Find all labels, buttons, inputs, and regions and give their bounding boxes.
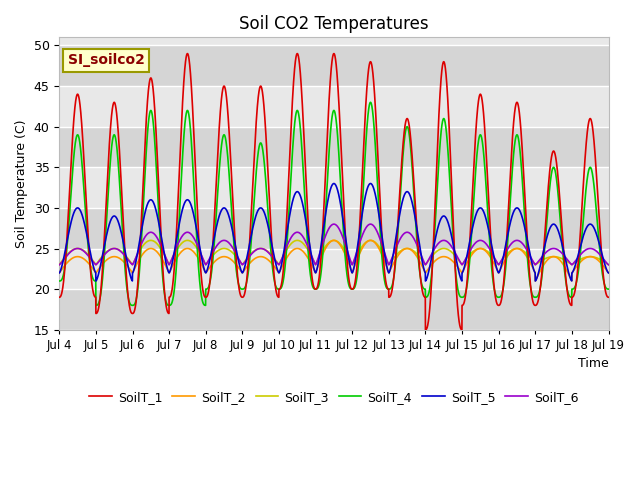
SoilT_5	[92, 278, 100, 284]
SoilT_5	[605, 270, 612, 276]
SoilT_3	[240, 260, 248, 265]
Bar	[60, 208, 609, 249]
SoilT_6	[114, 246, 122, 252]
Title: Soil CO2 Temperatures: Soil CO2 Temperatures	[239, 15, 429, 33]
SoilT_4	[114, 153, 122, 159]
SoilT_5	[114, 217, 122, 223]
SoilT_1	[240, 293, 248, 299]
Bar	[60, 249, 609, 289]
SoilT_3	[147, 238, 155, 243]
SoilT_2	[480, 247, 488, 252]
SoilT_6	[605, 262, 612, 268]
SoilT_4	[92, 302, 100, 308]
Line: SoilT_2: SoilT_2	[60, 240, 609, 281]
SoilT_6	[480, 239, 488, 245]
SoilT_4	[56, 278, 63, 284]
SoilT_4	[122, 273, 129, 279]
Y-axis label: Soil Temperature (C): Soil Temperature (C)	[15, 119, 28, 248]
Bar	[60, 127, 609, 168]
SoilT_2	[321, 248, 328, 254]
SoilT_3	[56, 262, 63, 268]
SoilT_5	[56, 270, 63, 276]
SoilT_5	[330, 180, 338, 186]
Legend: SoilT_1, SoilT_2, SoilT_3, SoilT_4, SoilT_5, SoilT_6: SoilT_1, SoilT_2, SoilT_3, SoilT_4, Soil…	[84, 385, 584, 408]
SoilT_4	[321, 229, 328, 235]
SoilT_1	[184, 51, 191, 57]
SoilT_2	[122, 261, 129, 266]
SoilT_5	[321, 219, 328, 225]
SoilT_6	[436, 239, 444, 245]
Line: SoilT_1: SoilT_1	[60, 54, 609, 330]
SoilT_2	[436, 254, 444, 260]
SoilT_1	[605, 294, 612, 300]
SoilT_1	[114, 120, 122, 126]
SoilT_4	[367, 99, 374, 105]
Text: SI_soilco2: SI_soilco2	[67, 53, 145, 67]
SoilT_5	[240, 267, 248, 273]
SoilT_2	[605, 270, 612, 276]
Line: SoilT_5: SoilT_5	[60, 183, 609, 281]
SoilT_1	[122, 260, 129, 266]
Line: SoilT_4: SoilT_4	[60, 102, 609, 305]
SoilT_1	[321, 195, 328, 201]
SoilT_3	[114, 246, 122, 252]
SoilT_1	[56, 294, 63, 300]
SoilT_2	[240, 268, 248, 274]
Bar	[60, 289, 609, 330]
SoilT_1	[480, 117, 488, 122]
SoilT_6	[240, 261, 248, 266]
SoilT_1	[436, 89, 444, 95]
X-axis label: Time: Time	[578, 357, 609, 370]
Line: SoilT_6: SoilT_6	[60, 224, 609, 265]
SoilT_3	[321, 245, 328, 251]
SoilT_3	[605, 262, 612, 268]
SoilT_1	[422, 327, 429, 333]
SoilT_6	[122, 254, 129, 260]
SoilT_4	[480, 155, 488, 161]
SoilT_3	[122, 252, 129, 258]
SoilT_6	[56, 262, 63, 268]
SoilT_2	[56, 270, 63, 276]
SoilT_3	[436, 246, 444, 252]
SoilT_2	[330, 238, 338, 243]
SoilT_5	[122, 251, 129, 257]
SoilT_6	[321, 237, 328, 242]
SoilT_2	[114, 254, 122, 260]
Bar	[60, 86, 609, 127]
SoilT_5	[436, 217, 444, 223]
SoilT_3	[480, 246, 488, 252]
SoilT_4	[436, 139, 444, 145]
SoilT_2	[531, 278, 539, 284]
Bar	[60, 168, 609, 208]
SoilT_4	[605, 286, 612, 292]
SoilT_5	[480, 210, 488, 216]
SoilT_4	[240, 286, 248, 292]
Line: SoilT_3: SoilT_3	[60, 240, 609, 265]
SoilT_6	[330, 221, 338, 227]
Bar	[60, 46, 609, 86]
